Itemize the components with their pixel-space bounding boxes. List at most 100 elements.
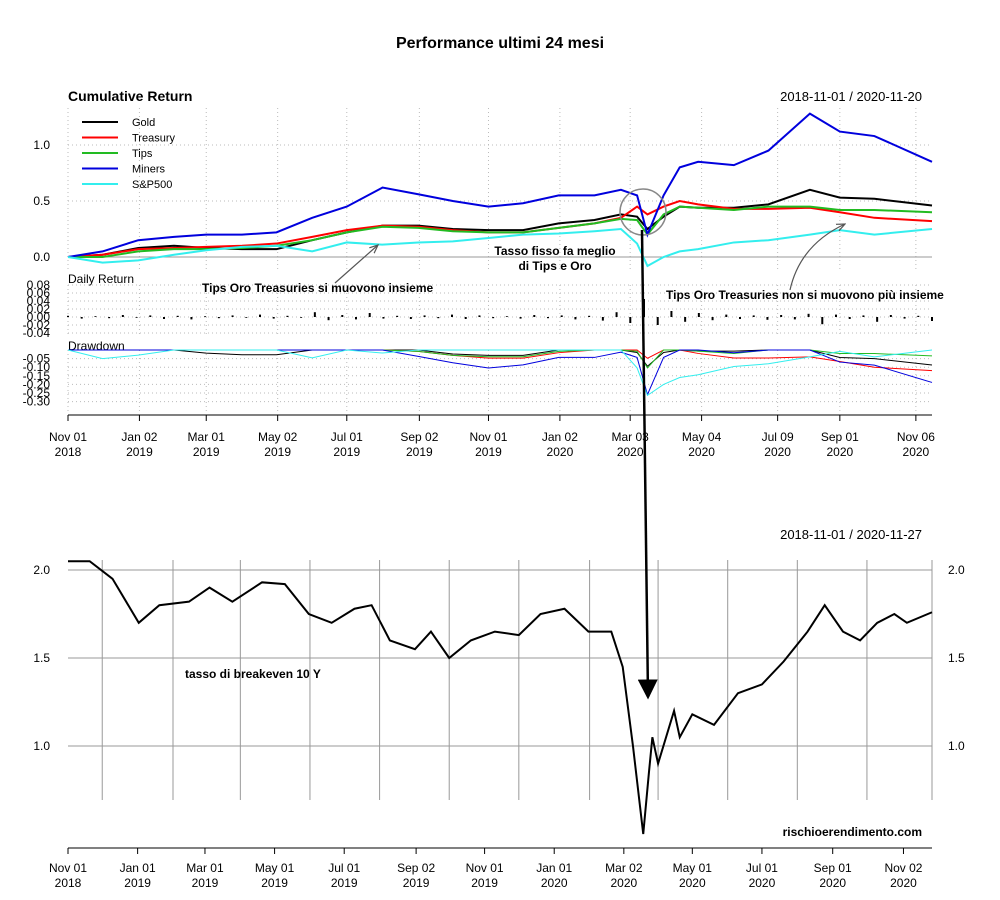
drawdown-y-tick-label: -0.25 — [23, 386, 51, 400]
y-tick-label-right: 1.5 — [948, 651, 965, 665]
x-tick-label: Jul 01 — [331, 430, 363, 444]
x-tick-label: Sep 02 — [400, 430, 438, 444]
drawdown-label: Drawdown — [68, 339, 125, 353]
series-line-miners — [67, 112, 933, 258]
x-tick-label: 2018 — [55, 876, 82, 890]
y-tick-label-right: 2.0 — [948, 563, 965, 577]
x-tick-label: Sep 01 — [821, 430, 859, 444]
series-line-sp500 — [67, 227, 933, 268]
y-tick-label-left: 2.0 — [33, 563, 50, 577]
drawdown-y-tick-label: -0.20 — [23, 377, 51, 391]
top-panel-title: Cumulative Return — [68, 88, 192, 104]
x-tick-label: Jul 09 — [762, 430, 794, 444]
x-tick-label: Nov 02 — [884, 861, 922, 875]
x-tick-label: 2019 — [261, 876, 288, 890]
daily-return-label: Daily Return — [68, 272, 134, 286]
x-tick-label: 2020 — [541, 876, 568, 890]
breakeven-label: tasso di breakeven 10 Y — [185, 667, 321, 681]
crash-arrow — [637, 229, 658, 700]
drawdown-line-sp500 — [67, 349, 933, 397]
top-panel: 0.0 0.5 1.0 0.080.060.040.020.00-0.02-0.04 -… — [23, 108, 935, 459]
y-tick-label-right: 1.0 — [948, 739, 965, 753]
x-tick-label: 2019 — [331, 876, 358, 890]
x-tick-label: Mar 02 — [605, 861, 643, 875]
y-tick-label-left: 1.5 — [33, 651, 50, 665]
x-tick-label: Sep 02 — [397, 861, 435, 875]
x-tick-label: 2020 — [679, 876, 706, 890]
x-tick-label: 2019 — [333, 445, 360, 459]
chart-title: Performance ultimi 24 mesi — [396, 35, 604, 52]
x-tick-label: Mar 01 — [188, 430, 226, 444]
legend-label: Gold — [132, 117, 155, 129]
y-tick-label: 0.0 — [33, 250, 50, 264]
x-tick-label: Nov 06 — [897, 430, 935, 444]
legend-label: Tips — [132, 148, 153, 160]
daily-y-tick-label: -0.02 — [23, 318, 51, 332]
daily-y-tick-label: 0.08 — [27, 278, 51, 292]
x-tick-label: 2018 — [55, 445, 82, 459]
x-tick-label: May 01 — [673, 861, 713, 875]
x-tick-label: 2019 — [475, 445, 502, 459]
daily-y-tick-label: 0.06 — [27, 286, 51, 300]
x-tick-label: 2020 — [749, 876, 776, 890]
x-tick-label: Jan 01 — [536, 861, 572, 875]
x-tick-label: 2019 — [403, 876, 430, 890]
drawdown-y-tick-label: -0.30 — [23, 395, 51, 409]
x-tick-label: Jul 01 — [746, 861, 778, 875]
watermark: rischioerendimento.com — [783, 825, 922, 839]
bottom-date-range: 2018-11-01 / 2020-11-27 — [780, 527, 922, 542]
x-tick-label: 2019 — [126, 445, 153, 459]
x-tick-label: Sep 01 — [814, 861, 852, 875]
y-tick-label-left: 1.0 — [33, 739, 50, 753]
legend-label: Treasury — [132, 133, 175, 145]
x-tick-label: Jan 02 — [542, 430, 578, 444]
x-tick-label: 2020 — [617, 445, 644, 459]
x-tick-label: 2019 — [406, 445, 433, 459]
x-tick-label: Jul 01 — [328, 861, 360, 875]
legend-label: S&P500 — [132, 179, 172, 191]
daily-y-tick-label: 0.04 — [27, 294, 51, 308]
x-tick-label: Mar 03 — [611, 430, 649, 444]
legend-label: Miners — [132, 164, 166, 176]
x-tick-label: May 02 — [258, 430, 298, 444]
arrow-right — [789, 224, 845, 291]
x-tick-label: 2020 — [688, 445, 715, 459]
drawdown-line-gold — [68, 349, 933, 367]
x-tick-label: Nov 01 — [466, 861, 504, 875]
x-tick-label: May 01 — [255, 861, 295, 875]
y-tick-label: 0.5 — [33, 194, 50, 208]
daily-y-tick-label: 0.02 — [27, 302, 51, 316]
x-tick-label: 2019 — [193, 445, 220, 459]
x-tick-label: Jan 01 — [120, 861, 156, 875]
x-tick-label: 2020 — [819, 876, 846, 890]
drawdown-y-tick-label: -0.05 — [23, 352, 51, 366]
x-tick-label: Nov 01 — [49, 861, 87, 875]
y-tick-label: 1.0 — [33, 138, 50, 152]
top-date-range: 2018-11-01 / 2020-11-20 — [780, 89, 922, 104]
annotation-fixed-rate-1: Tasso fisso fa meglio — [494, 244, 615, 258]
x-tick-label: Jan 02 — [121, 430, 157, 444]
x-tick-label: May 04 — [682, 430, 722, 444]
drawdown-y-tick-label: -0.15 — [23, 369, 51, 383]
annotation-together: Tips Oro Treasuries si muovono insieme — [202, 281, 434, 295]
x-tick-label: 2019 — [124, 876, 151, 890]
x-tick-label: 2020 — [547, 445, 574, 459]
series-line-breakeven — [68, 560, 933, 835]
drawdown-y-tick-label: -0.10 — [23, 360, 51, 374]
daily-y-tick-label: 0.00 — [27, 310, 51, 324]
x-tick-label: Nov 01 — [49, 430, 87, 444]
x-tick-label: 2019 — [264, 445, 291, 459]
x-tick-label: 2019 — [192, 876, 219, 890]
x-tick-label: Nov 01 — [469, 430, 507, 444]
x-tick-label: 2020 — [890, 876, 917, 890]
annotation-fixed-rate-2: di Tips e Oro — [518, 259, 591, 273]
legend: Gold Treasury Tips Miners S&P500 — [82, 117, 175, 191]
x-tick-label: 2020 — [764, 445, 791, 459]
annotation-not-together: Tips Oro Treasuries non si muovono più i… — [666, 288, 944, 302]
x-tick-label: 2019 — [471, 876, 498, 890]
x-tick-label: 2020 — [826, 445, 853, 459]
x-tick-label: 2020 — [610, 876, 637, 890]
daily-y-tick-label: -0.04 — [23, 326, 51, 340]
